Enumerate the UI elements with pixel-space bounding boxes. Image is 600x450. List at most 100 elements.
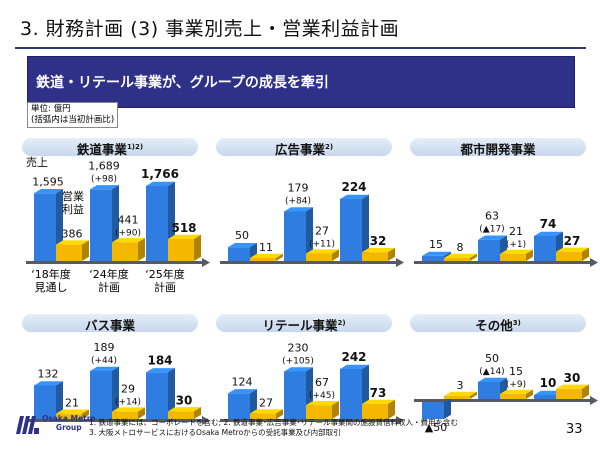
panel-footnote-ref: 2): [324, 143, 334, 151]
sales-value-label: 74: [540, 217, 557, 231]
sales-value-label: 184: [147, 353, 172, 367]
x-label-type: 計画: [98, 281, 120, 294]
panel-title: リテール事業: [262, 318, 338, 333]
page-title: 3. 財務計画 (3) 事業別売上・営業利益計画: [20, 18, 400, 40]
op-value-label: 8: [457, 241, 464, 254]
op-value-label: 27: [315, 225, 329, 238]
op-value-label: 29: [121, 383, 135, 396]
op-diff-label: (+45): [309, 391, 335, 401]
sales-value-label: 15: [429, 238, 443, 251]
x-label-2018: ‘18年度 見通し: [26, 268, 76, 294]
page-number: 33: [566, 422, 583, 437]
op-value-label: 21: [65, 397, 79, 410]
chart-urban-development: 15 8 63 (▲17) 21 (+1) 74 27: [414, 210, 598, 267]
axis-arrow-icon: [396, 258, 404, 267]
op-value-label: 67: [315, 376, 329, 389]
panel-title: バス事業: [84, 318, 135, 333]
panel-footnote-ref: 1)2): [126, 143, 144, 151]
op-value-label: 386: [62, 228, 83, 241]
x-axis: [26, 261, 202, 264]
x-label-type: 見通し: [34, 281, 68, 294]
op-value-label: 441: [118, 213, 139, 226]
footnote-1: 1. 鉄道事業には、コーポレートを含む; 2. 鉄道事業･広告事業･リテール事業…: [89, 418, 458, 427]
axis-arrow-icon: [396, 416, 404, 425]
op-diff-label: (+9): [506, 380, 526, 390]
panel-title-pill: 都市開発事業: [410, 138, 586, 157]
op-value-label: 27: [259, 396, 273, 409]
unit-note-box: 単位: 億円 (括弧内は当初計画比): [27, 102, 119, 128]
operating-profit-bar: [362, 399, 395, 419]
operating-profit-bar: [56, 409, 89, 419]
panel-title: その他: [475, 318, 513, 333]
op-diff-label: (+90): [115, 228, 141, 238]
panel-footnote-ref: 3): [512, 319, 521, 327]
op-value-label: 11: [259, 241, 273, 254]
footnotes: 1. 鉄道事業には、コーポレートを含む; 2. 鉄道事業･広告事業･リテール事業…: [89, 418, 458, 438]
x-label-year: ‘18年度: [31, 268, 71, 281]
unit-note-line1: 単位: 億円: [31, 104, 71, 114]
axis-arrow-icon: [590, 258, 598, 267]
operating-profit-bar: [250, 409, 283, 419]
op-value-label: 27: [564, 234, 581, 248]
sales-diff-label: (▲14): [479, 367, 504, 377]
chart-other: ▲50 3 50 (▲14) 15 (+9) 10 30: [414, 352, 598, 434]
x-axis: [26, 419, 202, 422]
operating-profit-bar: [306, 249, 339, 261]
sales-bar: [284, 207, 313, 261]
operating-profit-bar: [500, 249, 533, 261]
panel-title: 広告事業: [274, 142, 325, 157]
sales-value-label: 224: [341, 180, 366, 194]
op-value-label: 32: [370, 234, 387, 248]
panel-title: 都市開発事業: [460, 142, 536, 157]
sales-diff-label: (+105): [282, 356, 314, 366]
operating-profit-bar: [168, 234, 201, 261]
chart-retail: 124 27 230 (+105)67 (+45) 242 73: [220, 341, 404, 425]
x-label-year: ‘24年度: [89, 268, 129, 281]
x-axis: [220, 261, 396, 264]
op-value-label: 15: [509, 365, 523, 378]
op-value-label: 21: [509, 225, 523, 238]
sales-value-label: 179: [288, 181, 309, 194]
axis-arrow-icon: [202, 258, 210, 267]
x-axis: [414, 399, 590, 402]
x-label-2024: ‘24年度 計画: [84, 268, 134, 294]
sales-bar: [284, 367, 313, 419]
panel-title: 鉄道事業: [76, 142, 127, 157]
sales-diff-label: (+44): [91, 356, 117, 366]
operating-profit-bar: [444, 253, 477, 261]
panel-title-pill: リテール事業2): [216, 314, 392, 333]
op-value-label: 30: [564, 371, 581, 385]
op-diff-label: (+11): [309, 240, 335, 250]
logo-wordmark: Osaka Metro Group: [42, 414, 96, 432]
operating-profit-bar: [112, 238, 145, 261]
op-legend-label: 営業: [62, 189, 84, 203]
unit-note-line2: (括弧内は当初計画比): [31, 115, 115, 125]
sales-value-label: 242: [341, 350, 366, 364]
axis-arrow-icon: [590, 396, 598, 405]
sales-legend-label: 売上: [26, 156, 48, 169]
sales-value-label: 1,689: [88, 159, 120, 172]
x-axis: [414, 261, 590, 264]
sales-value-label: 230: [288, 341, 309, 354]
sales-value-label: ▲50: [425, 421, 447, 434]
operating-profit-bar: [362, 247, 395, 261]
sales-value-label: 50: [235, 229, 249, 242]
op-value-label: 518: [171, 221, 196, 235]
operating-profit-bar: [306, 400, 339, 419]
operating-profit-bar: [250, 253, 283, 261]
sales-bar: [90, 366, 119, 419]
sales-value-label: 50: [485, 352, 499, 365]
osaka-metro-logo-icon: [16, 416, 39, 434]
operating-profit-bar: [556, 247, 589, 261]
headline-banner: 鉄道・リテール事業が、グループの成長を牽引: [27, 56, 575, 108]
op-diff-label: (+1): [506, 240, 526, 250]
chart-bus: 132 21 189 (+44) 29 (+14) 184 30: [26, 341, 210, 425]
x-label-type: 計画: [154, 281, 176, 294]
operating-profit-bar: [556, 384, 589, 399]
title-divider: [15, 47, 586, 49]
op-legend-label: 利益: [62, 202, 84, 216]
sales-value-label: 1,766: [141, 167, 179, 181]
chart-advertising: 50 11 179 (+84) 27 (+11) 224 32: [220, 180, 404, 267]
x-axis: [220, 419, 396, 422]
